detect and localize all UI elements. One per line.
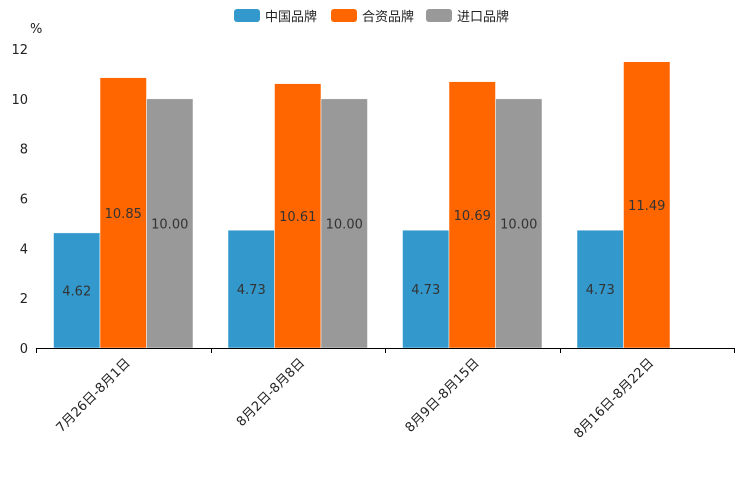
- legend-label: 进口品牌: [457, 9, 509, 25]
- bar: [623, 61, 671, 349]
- bar: [99, 77, 147, 349]
- legend-swatch: [331, 9, 357, 22]
- data-label: 4.73: [237, 283, 266, 298]
- data-label: 10.00: [151, 217, 188, 232]
- data-label: 4.73: [586, 283, 615, 298]
- bars: 4.62 10.85 10.00 4.73 10.61 10.00 4.73 10.69 10.…: [53, 61, 671, 349]
- bar: [146, 98, 194, 349]
- y-tick-label: 12: [11, 43, 28, 58]
- bar: [274, 83, 322, 349]
- bar: [53, 232, 101, 349]
- y-tick-label: 8: [20, 143, 28, 158]
- legend: 中国品牌 合资品牌 进口品牌: [234, 9, 509, 25]
- x-tick-label: 7月26日-8月1日: [54, 356, 134, 436]
- legend-label: 中国品牌: [265, 9, 317, 25]
- y-tick-label: 4: [20, 242, 28, 257]
- data-label: 10.61: [279, 210, 316, 225]
- y-tick-label: 0: [20, 342, 28, 357]
- data-label: 10.85: [105, 207, 142, 222]
- legend-swatch: [426, 9, 452, 22]
- data-label: 10.69: [454, 209, 491, 224]
- y-axis-unit-label: %: [30, 22, 42, 37]
- bar: [227, 229, 275, 349]
- legend-label: 合资品牌: [362, 9, 414, 25]
- x-tick-label: 8月16日-8月22日: [571, 356, 657, 442]
- legend-swatch: [234, 9, 260, 22]
- data-label: 11.49: [628, 199, 665, 214]
- x-axis: 7月26日-8月1日 8月2日-8月8日 8月9日-8月15日 8月16日-8月22日: [36, 348, 735, 442]
- y-tick-label: 2: [20, 292, 28, 307]
- data-label: 4.62: [62, 284, 91, 299]
- data-label: 10.00: [500, 217, 537, 232]
- data-label: 4.73: [411, 283, 440, 298]
- y-tick-label: 6: [20, 193, 28, 208]
- bar: [448, 81, 496, 349]
- x-tick-label: 8月9日-8月15日: [403, 356, 483, 436]
- x-tick-label: 8月2日-8月8日: [234, 356, 308, 430]
- y-axis: 0 2 4 6 8 10 12: [11, 43, 28, 357]
- y-tick-label: 10: [11, 93, 28, 108]
- data-label: 10.00: [326, 217, 363, 232]
- bar: [320, 98, 368, 349]
- bar: [576, 229, 624, 349]
